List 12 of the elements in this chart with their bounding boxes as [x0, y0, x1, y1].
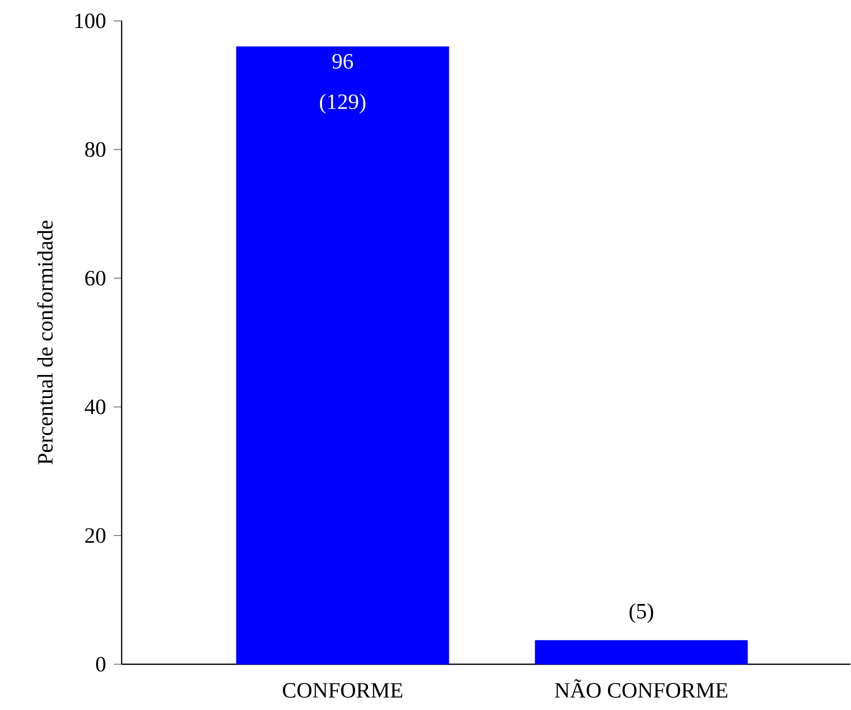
x-tick-label: NÃO CONFORME	[554, 679, 728, 698]
y-tick-label: 100	[75, 14, 106, 28]
data-label: 96	[332, 54, 353, 69]
y-tick-label: 40	[84, 400, 106, 414]
annotation: (5)	[630, 603, 654, 624]
y-axis-title: Percentual de conformidade	[37, 220, 53, 465]
x-tick-label: CONFORME	[282, 683, 402, 698]
y-tick-label: 80	[85, 142, 106, 157]
y-tick-label: 20	[85, 528, 106, 544]
annotation: (129)	[320, 94, 366, 114]
y-tick-label: 60	[85, 270, 106, 286]
y-tick-label: 0	[96, 656, 106, 672]
